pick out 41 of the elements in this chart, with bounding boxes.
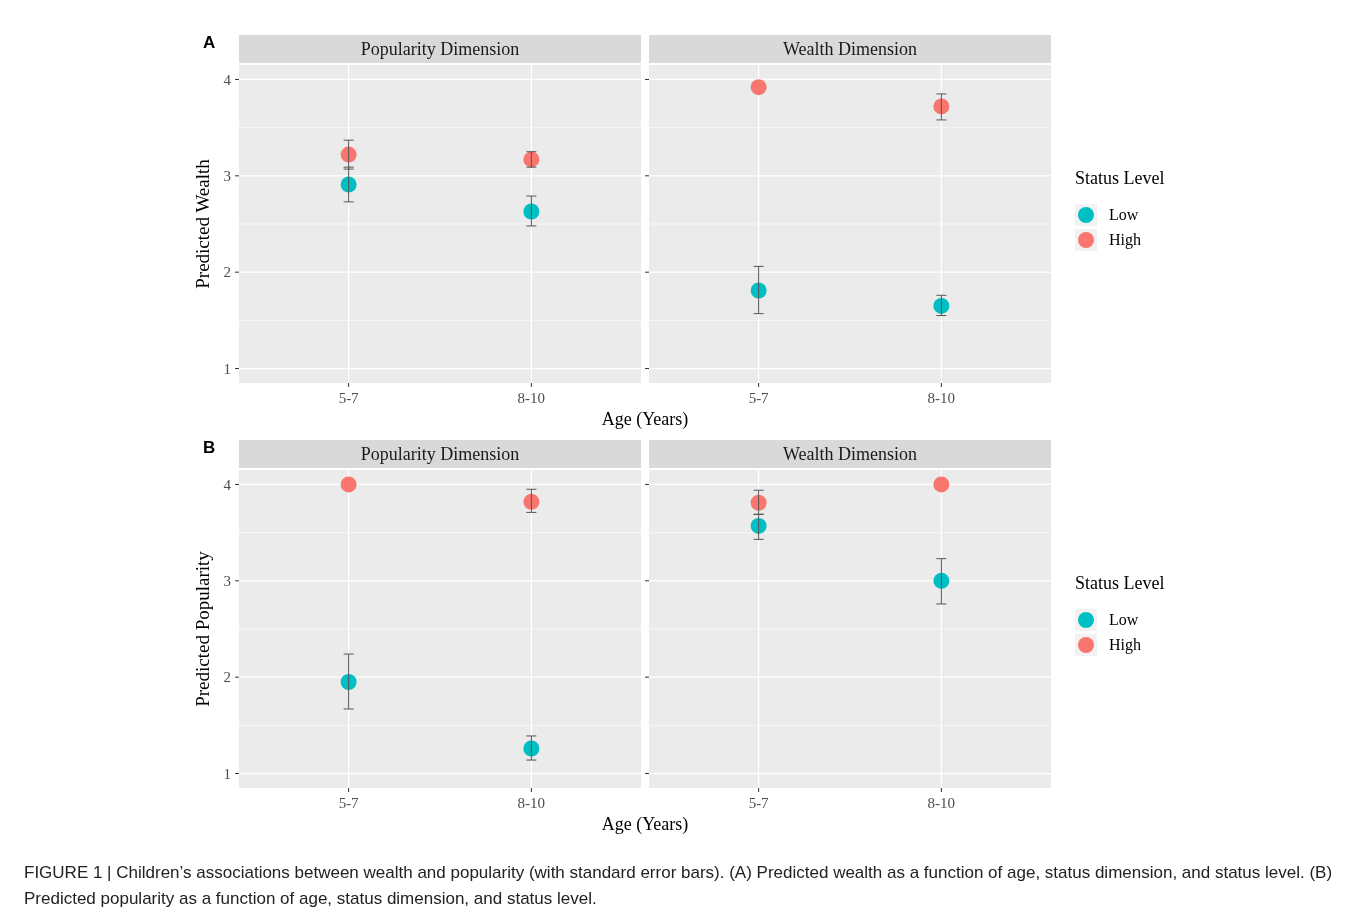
y-tick-label: 3	[223, 573, 231, 590]
x-tick-label: 8-10	[517, 795, 546, 811]
x-tick-label: 5-7	[748, 795, 770, 811]
legend-title: Status Level	[1075, 573, 1165, 593]
point	[750, 79, 767, 96]
legend-title: Status Level	[1075, 168, 1165, 188]
x-tick-label: 5-7	[338, 390, 360, 406]
x-tick-label: 5-7	[748, 390, 770, 406]
chart-title: Popularity Dimension	[360, 444, 520, 464]
text: A	[203, 33, 216, 52]
y-tick-label: 3	[223, 168, 231, 185]
x-tick-label: 8-10	[517, 390, 546, 406]
y-tick-label: 1	[223, 765, 231, 782]
point	[340, 674, 357, 690]
legend-label: Low	[1109, 611, 1139, 628]
y-tick-label: 2	[223, 264, 231, 281]
caption: FIGURE 1 | Children’s associations between wealth and popularity (with standard error bars). (A) Predicted wealth as a function of age, status dimension, and status level. (B) Predicted popularity as a function of age, status dimension, and status level.	[24, 862, 1334, 910]
legend-label: Low	[1109, 206, 1139, 223]
chart-title: Wealth Dimension	[782, 444, 918, 464]
x-axis-title: Age (Years)	[601, 409, 689, 430]
chart-title: Wealth Dimension	[782, 39, 918, 59]
point	[750, 517, 767, 534]
y-tick-label: 1	[223, 360, 231, 377]
x-axis-title: Age (Years)	[601, 814, 689, 835]
text: B	[203, 438, 216, 457]
chart-title: Popularity Dimension	[360, 39, 520, 59]
legend-label: High	[1109, 231, 1141, 249]
point	[750, 494, 767, 511]
point	[523, 493, 540, 510]
legend-label: High	[1109, 636, 1141, 654]
x-tick-label: 5-7	[338, 795, 360, 811]
point	[933, 572, 950, 589]
y-axis-title: Predicted Popularity	[192, 550, 213, 707]
y-axis-title: Predicted Wealth	[192, 158, 213, 289]
x-tick-label: 8-10	[927, 795, 956, 811]
point	[340, 476, 357, 493]
x-tick-label: 8-10	[927, 390, 956, 406]
y-tick-label: 4	[223, 476, 232, 493]
y-tick-label: 4	[223, 71, 232, 88]
y-tick-label: 2	[223, 669, 231, 686]
point	[933, 476, 950, 493]
